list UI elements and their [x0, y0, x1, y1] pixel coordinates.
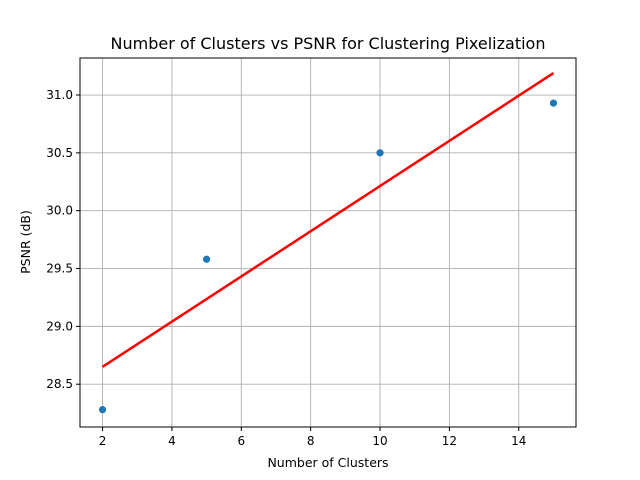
y-tick-label: 30.0 [46, 204, 73, 218]
x-tick-label: 10 [372, 434, 387, 448]
data-point [203, 255, 211, 263]
y-tick-label: 29.5 [46, 262, 73, 276]
chart-title: Number of Clusters vs PSNR for Clusterin… [111, 34, 546, 53]
x-tick-label: 6 [237, 434, 245, 448]
fit-line [101, 71, 555, 368]
data-point [549, 99, 558, 107]
y-tick-label: 29.0 [46, 319, 73, 333]
x-tick-label: 12 [442, 434, 457, 448]
x-axis-label: Number of Clusters [267, 455, 388, 470]
fit-line-layer [101, 71, 555, 368]
data-point [376, 149, 384, 157]
y-tick-label: 30.5 [46, 146, 73, 160]
x-axis-ticks: 2 4 6 8 10 12 14 [99, 427, 526, 448]
x-tick-label: 8 [307, 434, 315, 448]
grid-layer [80, 58, 576, 427]
y-axis-ticks: 28.5 29.0 29.5 30.0 30.5 31.0 [46, 88, 80, 391]
data-point [98, 406, 107, 414]
x-tick-label: 14 [511, 434, 526, 448]
scatter-points-layer [98, 99, 558, 414]
y-tick-label: 31.0 [46, 88, 73, 102]
x-tick-label: 2 [99, 434, 107, 448]
y-axis-label: PSNR (dB) [18, 210, 33, 274]
x-tick-label: 4 [168, 434, 176, 448]
y-tick-label: 28.5 [46, 377, 73, 391]
plot-frame [79, 57, 577, 428]
